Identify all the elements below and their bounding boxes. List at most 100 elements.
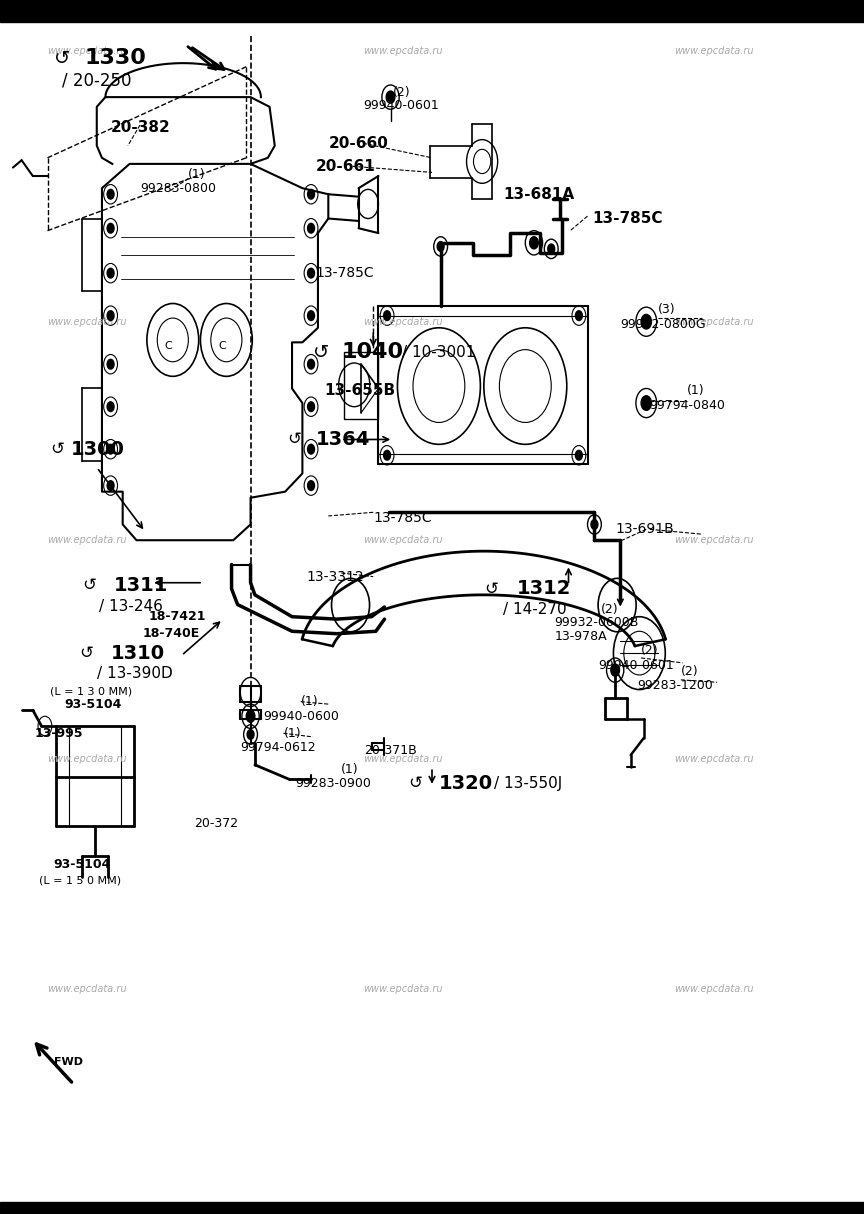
Circle shape (575, 311, 582, 320)
Text: 93-5104: 93-5104 (65, 698, 122, 710)
Text: 1300: 1300 (71, 439, 124, 459)
Circle shape (308, 359, 314, 369)
Text: www.epcdata.ru: www.epcdata.ru (674, 985, 753, 994)
Bar (0, 0, 864, 22)
Circle shape (591, 520, 598, 529)
Circle shape (107, 189, 114, 199)
Circle shape (308, 311, 314, 320)
Text: (1): (1) (283, 727, 301, 739)
Text: www.epcdata.ru: www.epcdata.ru (674, 46, 753, 56)
Circle shape (308, 444, 314, 454)
Text: ↺: ↺ (54, 49, 70, 68)
Text: 13-681A: 13-681A (503, 187, 574, 202)
Text: / 13-246: / 13-246 (99, 600, 163, 614)
Circle shape (575, 450, 582, 460)
Circle shape (308, 223, 314, 233)
Circle shape (308, 268, 314, 278)
Circle shape (384, 450, 391, 460)
Text: 13-655B: 13-655B (324, 384, 395, 398)
Text: www.epcdata.ru: www.epcdata.ru (48, 985, 127, 994)
Circle shape (437, 242, 444, 251)
Text: 13-978A: 13-978A (555, 630, 607, 642)
Circle shape (308, 402, 314, 412)
Text: www.epcdata.ru: www.epcdata.ru (674, 754, 753, 764)
Circle shape (107, 359, 114, 369)
Text: / 20-250: / 20-250 (62, 72, 131, 89)
Circle shape (247, 730, 254, 739)
Circle shape (246, 710, 255, 722)
Text: 13-691B: 13-691B (615, 522, 674, 537)
Text: 1040: 1040 (341, 342, 403, 362)
Text: ↺: ↺ (287, 431, 301, 448)
Circle shape (107, 268, 114, 278)
Text: 1330: 1330 (85, 49, 147, 68)
Text: 93-5104: 93-5104 (54, 858, 111, 870)
Text: www.epcdata.ru: www.epcdata.ru (48, 535, 127, 545)
Bar (344, 352, 378, 419)
Circle shape (107, 223, 114, 233)
Circle shape (641, 314, 651, 329)
Text: www.epcdata.ru: www.epcdata.ru (363, 535, 442, 545)
Text: 99932-0600B: 99932-0600B (555, 617, 639, 629)
Text: www.epcdata.ru: www.epcdata.ru (674, 535, 753, 545)
Text: 20-371B: 20-371B (365, 744, 417, 756)
Text: 99283-0900: 99283-0900 (295, 777, 372, 789)
Text: 13-785C: 13-785C (373, 511, 432, 526)
Text: / 14-270: / 14-270 (503, 602, 567, 617)
Text: FWD: FWD (54, 1057, 84, 1067)
Circle shape (641, 396, 651, 410)
Text: (1): (1) (341, 764, 359, 776)
Circle shape (548, 244, 555, 254)
Text: 99283-1200: 99283-1200 (638, 680, 714, 692)
Text: (3): (3) (658, 304, 676, 316)
Text: C: C (165, 341, 172, 351)
Text: / 10-3001: / 10-3001 (402, 345, 475, 359)
Circle shape (107, 402, 114, 412)
Text: 20-661: 20-661 (315, 159, 375, 174)
Text: 99940-0600: 99940-0600 (264, 710, 340, 722)
Text: 99283-0800: 99283-0800 (140, 182, 216, 194)
Text: www.epcdata.ru: www.epcdata.ru (674, 317, 753, 327)
Text: 1310: 1310 (111, 643, 165, 663)
Text: 20-372: 20-372 (194, 817, 238, 829)
Text: 1312: 1312 (517, 579, 571, 599)
Text: 13-785C: 13-785C (315, 266, 374, 280)
Text: 1320: 1320 (439, 773, 493, 793)
Text: / 13-390D: / 13-390D (97, 666, 173, 681)
Text: www.epcdata.ru: www.epcdata.ru (363, 46, 442, 56)
Text: 13-785C: 13-785C (592, 211, 663, 226)
Text: 18-7421: 18-7421 (149, 611, 206, 623)
Text: 99794-0840: 99794-0840 (650, 399, 726, 412)
Text: www.epcdata.ru: www.epcdata.ru (48, 317, 127, 327)
Text: 99932-0800G: 99932-0800G (620, 318, 706, 330)
Text: 99940-0601: 99940-0601 (598, 659, 674, 671)
Text: www.epcdata.ru: www.epcdata.ru (48, 754, 127, 764)
Circle shape (386, 91, 395, 103)
Text: (2): (2) (393, 86, 410, 98)
Text: 13-995: 13-995 (35, 727, 83, 739)
Text: 1311: 1311 (114, 575, 168, 595)
Text: (1): (1) (301, 696, 318, 708)
Circle shape (107, 444, 114, 454)
Circle shape (530, 237, 538, 249)
Text: 99940-0601: 99940-0601 (363, 100, 439, 112)
Text: (1): (1) (188, 169, 206, 181)
Text: ↺: ↺ (82, 577, 96, 594)
Circle shape (107, 311, 114, 320)
Text: 13-3312: 13-3312 (307, 569, 365, 584)
Circle shape (308, 189, 314, 199)
Text: (1): (1) (687, 385, 704, 397)
Bar (0, 1202, 864, 1214)
Text: ↺: ↺ (50, 441, 64, 458)
Text: ↺: ↺ (313, 342, 329, 362)
Circle shape (308, 481, 314, 490)
Text: (2): (2) (600, 603, 618, 615)
Text: (2): (2) (641, 645, 658, 657)
Text: (L = 1 3 0 MM): (L = 1 3 0 MM) (50, 687, 132, 697)
Text: (L = 1 5 0 MM): (L = 1 5 0 MM) (39, 875, 121, 885)
Text: 1364: 1364 (315, 430, 370, 449)
Circle shape (384, 311, 391, 320)
Text: www.epcdata.ru: www.epcdata.ru (363, 317, 442, 327)
Text: C: C (219, 341, 226, 351)
Text: 20-382: 20-382 (111, 120, 170, 135)
